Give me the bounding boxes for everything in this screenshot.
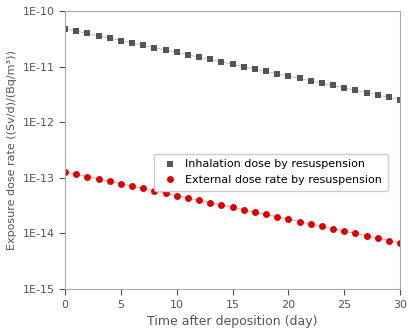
- External dose rate by resuspension: [263, 212, 268, 216]
- External dose rate by resuspension: [308, 222, 313, 226]
- Inhalation dose by resuspension: [74, 29, 78, 33]
- Inhalation dose by resuspension: [85, 31, 90, 36]
- X-axis label: Time after deposition (day): Time after deposition (day): [147, 315, 317, 328]
- External dose rate by resuspension: [107, 179, 112, 183]
- External dose rate by resuspension: [363, 234, 368, 238]
- External dose rate by resuspension: [163, 191, 168, 195]
- Inhalation dose by resuspension: [252, 67, 257, 71]
- Inhalation dose by resuspension: [285, 74, 290, 78]
- Inhalation dose by resuspension: [129, 41, 134, 45]
- Inhalation dose by resuspension: [174, 50, 179, 54]
- Inhalation dose by resuspension: [352, 88, 357, 92]
- External dose rate by resuspension: [174, 194, 179, 198]
- External dose rate by resuspension: [374, 236, 379, 240]
- External dose rate by resuspension: [385, 239, 390, 243]
- Inhalation dose by resuspension: [274, 72, 279, 76]
- External dose rate by resuspension: [62, 170, 67, 174]
- External dose rate by resuspension: [319, 224, 324, 228]
- Inhalation dose by resuspension: [230, 62, 235, 66]
- Inhalation dose by resuspension: [363, 90, 368, 94]
- External dose rate by resuspension: [396, 241, 401, 245]
- Inhalation dose by resuspension: [263, 69, 268, 73]
- Inhalation dose by resuspension: [374, 93, 379, 97]
- Inhalation dose by resuspension: [107, 36, 112, 40]
- External dose rate by resuspension: [241, 208, 246, 212]
- Inhalation dose by resuspension: [396, 98, 401, 102]
- External dose rate by resuspension: [285, 217, 290, 221]
- Inhalation dose by resuspension: [308, 79, 313, 83]
- External dose rate by resuspension: [352, 231, 357, 236]
- Inhalation dose by resuspension: [330, 83, 335, 87]
- Inhalation dose by resuspension: [241, 65, 246, 69]
- External dose rate by resuspension: [185, 196, 190, 200]
- External dose rate by resuspension: [129, 184, 134, 188]
- Inhalation dose by resuspension: [140, 43, 145, 47]
- Inhalation dose by resuspension: [152, 46, 157, 50]
- Inhalation dose by resuspension: [319, 81, 324, 85]
- External dose rate by resuspension: [152, 189, 157, 193]
- Inhalation dose by resuspension: [207, 57, 212, 61]
- External dose rate by resuspension: [274, 215, 279, 219]
- Inhalation dose by resuspension: [118, 39, 123, 43]
- External dose rate by resuspension: [96, 177, 101, 181]
- Inhalation dose by resuspension: [163, 48, 168, 52]
- Inhalation dose by resuspension: [385, 95, 390, 99]
- External dose rate by resuspension: [330, 227, 335, 231]
- External dose rate by resuspension: [85, 175, 90, 179]
- Inhalation dose by resuspension: [62, 27, 67, 31]
- External dose rate by resuspension: [230, 205, 235, 209]
- External dose rate by resuspension: [218, 203, 223, 207]
- Line: External dose rate by resuspension: External dose rate by resuspension: [62, 169, 403, 246]
- Inhalation dose by resuspension: [297, 76, 301, 80]
- External dose rate by resuspension: [297, 219, 301, 223]
- Y-axis label: Exposure dose rate ((Sv/d)/(Bq/m³)): Exposure dose rate ((Sv/d)/(Bq/m³)): [7, 50, 17, 250]
- External dose rate by resuspension: [207, 201, 212, 205]
- External dose rate by resuspension: [140, 186, 145, 190]
- Inhalation dose by resuspension: [218, 60, 223, 64]
- External dose rate by resuspension: [252, 210, 257, 214]
- Inhalation dose by resuspension: [185, 53, 190, 57]
- Inhalation dose by resuspension: [341, 86, 346, 90]
- Legend: Inhalation dose by resuspension, External dose rate by resuspension: Inhalation dose by resuspension, Externa…: [154, 154, 387, 191]
- Inhalation dose by resuspension: [96, 34, 101, 38]
- Line: Inhalation dose by resuspension: Inhalation dose by resuspension: [62, 26, 402, 103]
- External dose rate by resuspension: [74, 172, 78, 176]
- External dose rate by resuspension: [341, 229, 346, 233]
- External dose rate by resuspension: [196, 198, 201, 202]
- Inhalation dose by resuspension: [196, 55, 201, 59]
- External dose rate by resuspension: [118, 182, 123, 186]
